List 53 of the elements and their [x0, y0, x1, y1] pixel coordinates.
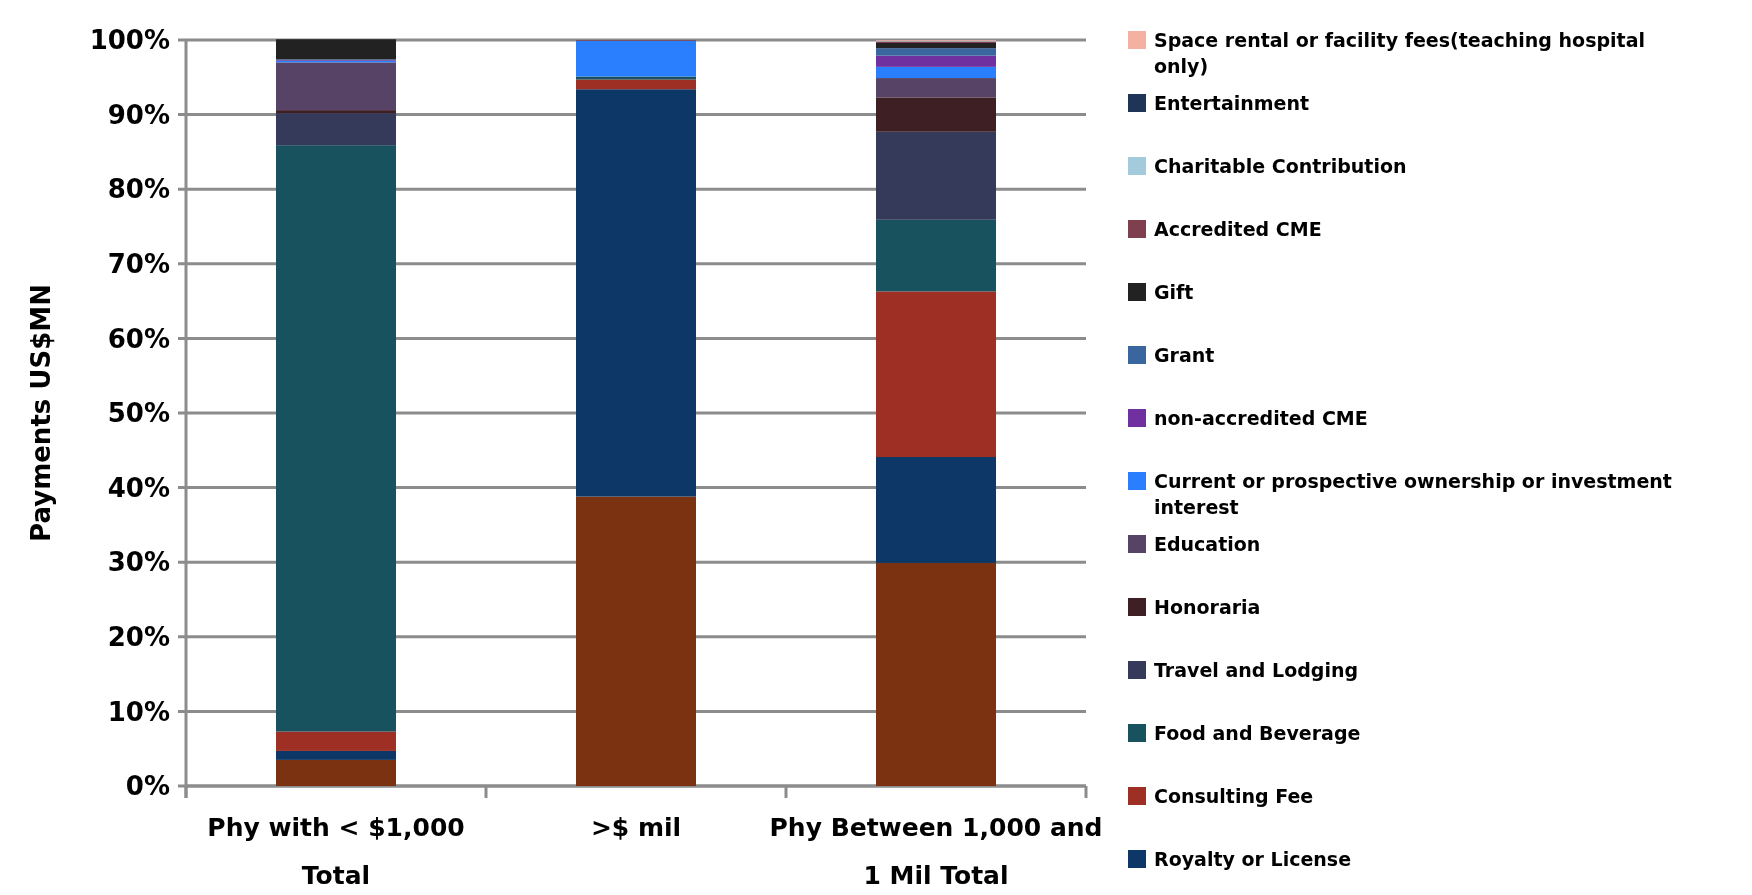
y-tick-label: 0%	[125, 771, 170, 802]
y-tick-label: 100%	[89, 25, 170, 56]
y-tick-label: 90%	[107, 99, 170, 130]
legend-label: Charitable Contribution	[1154, 154, 1407, 177]
bar	[876, 42, 996, 49]
bar	[276, 145, 396, 732]
bar	[576, 496, 696, 786]
y-tick-label: 70%	[107, 248, 170, 279]
y-tick-label: 80%	[107, 174, 170, 205]
bar	[576, 40, 696, 77]
x-tick-label: Phy Between 1,000 and 1 Mil Total	[769, 813, 1103, 890]
legend-label: Travel and Lodging	[1154, 658, 1359, 681]
y-tick-label: 50%	[107, 398, 170, 429]
x-tick-label: >$ mil	[590, 813, 682, 842]
bar	[276, 62, 396, 111]
legend-label: Gift	[1154, 280, 1194, 303]
y-tick-label: 40%	[107, 472, 170, 503]
bar	[276, 750, 396, 760]
bar	[276, 759, 396, 786]
bar	[876, 131, 996, 220]
y-tick-label: 20%	[107, 621, 170, 652]
y-tick-label: 30%	[107, 547, 170, 578]
bar	[876, 457, 996, 563]
legend-label: Consulting Fee	[1154, 784, 1314, 807]
bar	[276, 731, 396, 751]
bar	[276, 113, 396, 146]
legend-label: non-accredited CME	[1154, 406, 1368, 429]
legend-label: Accredited CME	[1154, 217, 1322, 240]
legend-label: Current or prospective ownership or investment interest	[1154, 469, 1672, 518]
y-axis-title: Payments US$MN	[26, 284, 56, 542]
bar	[576, 79, 696, 90]
bar	[576, 89, 696, 497]
bar	[876, 78, 996, 98]
legend-label: Education	[1154, 532, 1261, 555]
bar	[876, 219, 996, 292]
legend-label: Honoraria	[1154, 595, 1261, 618]
legend-label: Grant	[1154, 343, 1215, 366]
bar	[276, 110, 396, 114]
bar	[876, 55, 996, 67]
bar	[576, 76, 696, 80]
legend-label: Space rental or facility fees(teaching hospital only)	[1154, 28, 1645, 77]
legend-label: Food and Beverage	[1154, 721, 1361, 744]
x-tick-label: Phy with < $1,000 Total	[207, 813, 465, 890]
y-tick-label: 60%	[107, 323, 170, 354]
y-tick-label: 10%	[107, 696, 170, 727]
bar	[276, 39, 396, 60]
bar	[876, 97, 996, 132]
bar	[876, 66, 996, 79]
bar	[876, 562, 996, 786]
legend-label: Entertainment	[1154, 91, 1310, 114]
legend-label: Royalty or License	[1154, 847, 1352, 870]
bar	[876, 291, 996, 458]
bar	[876, 48, 996, 56]
